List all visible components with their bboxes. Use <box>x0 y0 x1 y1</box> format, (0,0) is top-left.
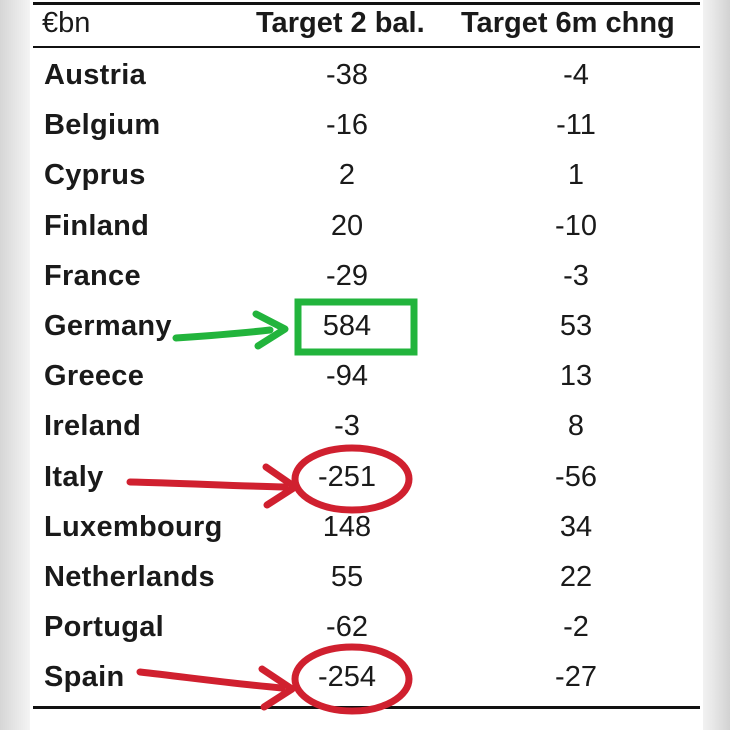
target2-balance-value: 148 <box>322 511 372 543</box>
country-label: Belgium <box>44 109 161 141</box>
spain-arrow-head <box>258 665 296 711</box>
germany-arrow-head <box>252 310 289 350</box>
country-label: France <box>44 260 141 292</box>
target-6m-change-value: -3 <box>563 260 589 292</box>
target2-balance-value: -38 <box>326 59 368 91</box>
target-6m-change-value: 1 <box>567 159 585 191</box>
target2-balance-value: 55 <box>330 561 364 593</box>
target2-balance-value: 2 <box>338 159 356 191</box>
header-unit: €bn <box>42 7 91 39</box>
target-6m-change-value: -4 <box>563 59 589 91</box>
country-label: Austria <box>44 59 147 91</box>
country-label: Finland <box>44 210 150 242</box>
table-sheet <box>30 0 703 730</box>
target2-balance-value: -94 <box>326 360 368 392</box>
target2-balance-value: -3 <box>334 410 360 442</box>
country-label: Portugal <box>44 611 165 643</box>
target-6m-change-value: -11 <box>556 109 596 141</box>
target2-balance-value: 20 <box>330 210 364 242</box>
country-label: Italy <box>44 461 104 493</box>
target-6m-change-value: 34 <box>559 511 593 543</box>
country-label: Ireland <box>44 410 142 442</box>
target-6m-change-value: 53 <box>559 310 593 342</box>
italy-highlight-ellipse <box>291 444 413 514</box>
spain-arrow-shaft <box>136 668 286 692</box>
header-target2-balance: Target 2 bal. <box>256 7 425 39</box>
country-label: Germany <box>44 310 172 342</box>
germany-arrow-shaft <box>172 326 274 342</box>
country-label: Spain <box>44 661 125 693</box>
country-label: Netherlands <box>44 561 215 593</box>
germany-highlight-box <box>294 298 418 356</box>
country-label: Cyprus <box>44 159 146 191</box>
header-target-6m-change: Target 6m chng <box>461 7 675 39</box>
italy-arrow-head <box>262 463 299 509</box>
country-label: Luxembourg <box>44 511 223 543</box>
target-6m-change-value: -10 <box>555 210 597 242</box>
top-rule <box>33 2 700 5</box>
target-6m-change-value: 8 <box>567 410 585 442</box>
target-6m-change-value: -27 <box>555 661 597 693</box>
target2-balance-value: -251 <box>317 461 377 493</box>
target2-balance-value: -254 <box>317 661 377 693</box>
spain-highlight-ellipse <box>291 643 413 715</box>
target-6m-change-value: -56 <box>555 461 597 493</box>
country-label: Greece <box>44 360 145 392</box>
italy-arrow-shaft <box>126 478 289 491</box>
target2-balance-value: 584 <box>322 310 372 342</box>
target2-balance-value: -16 <box>326 109 368 141</box>
header-rule <box>33 46 700 48</box>
target-6m-change-value: -2 <box>563 611 589 643</box>
target2-balance-value: -62 <box>326 611 368 643</box>
target-6m-change-value: 13 <box>559 360 593 392</box>
target2-balance-value: -29 <box>326 260 368 292</box>
target-6m-change-value: 22 <box>559 561 593 593</box>
